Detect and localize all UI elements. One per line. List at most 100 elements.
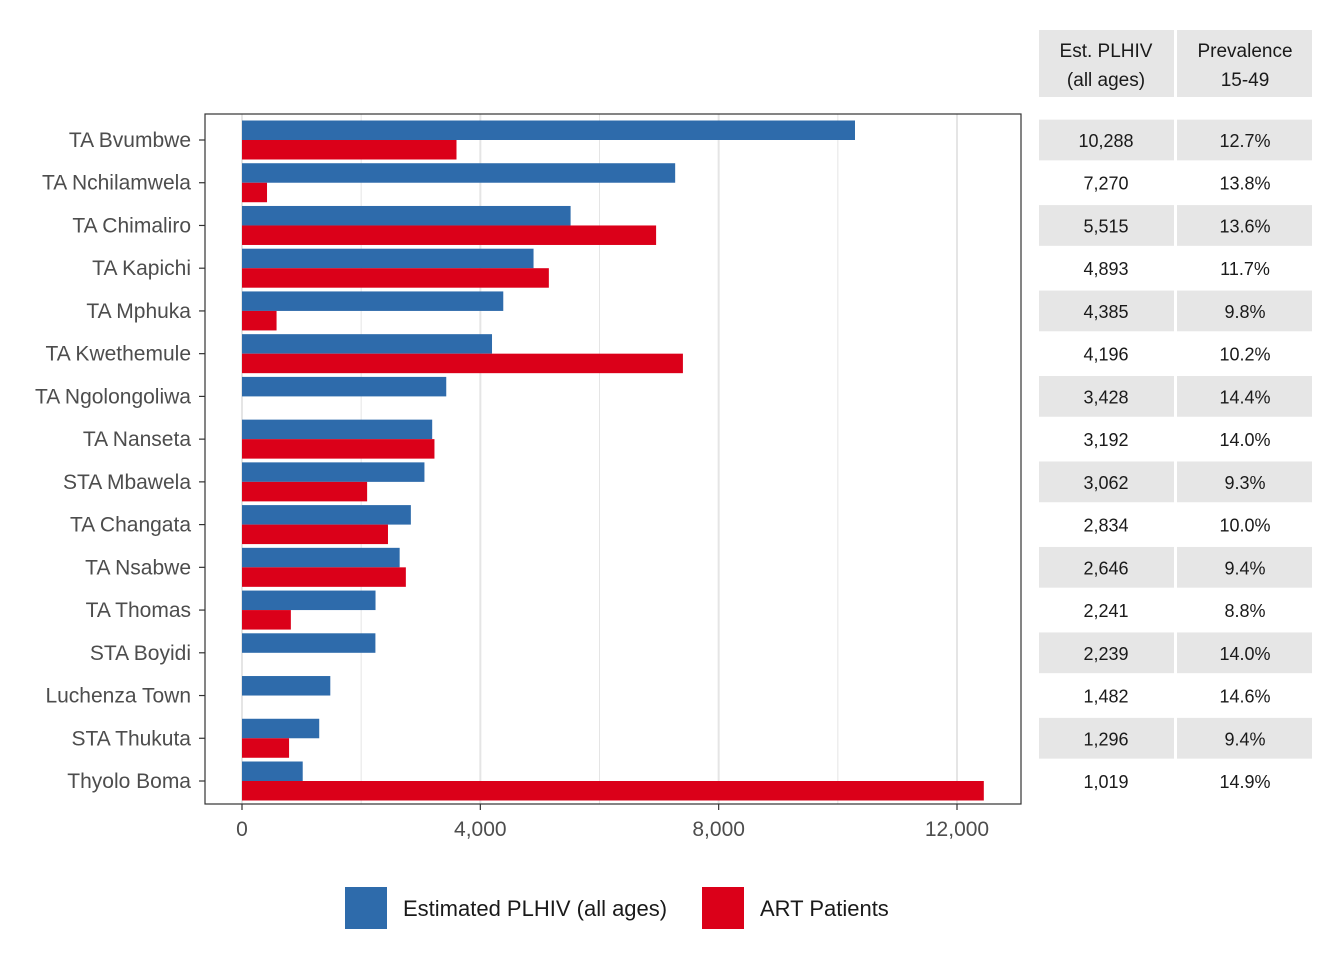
table-cell-plhiv: 2,239 [1083,644,1128,664]
table-cell-plhiv: 3,428 [1083,387,1128,407]
bar-plhiv [242,419,433,440]
panel-border [204,113,1022,805]
table-cell-prevalence: 9.3% [1224,473,1265,493]
x-tick-label: 4,000 [454,818,507,841]
y-tick-label: TA Bvumbwe [69,129,191,152]
bar-art [242,524,388,545]
table-cell-prevalence: 9.4% [1224,729,1265,749]
y-tick-label: TA Ngolongoliwa [35,385,191,408]
legend-label-art: ART Patients [760,896,889,921]
bar-plhiv [242,505,411,525]
bar-plhiv [242,676,331,696]
table-cell-plhiv: 3,062 [1083,473,1128,493]
table-band [1039,632,1174,674]
table-cell-plhiv: 1,296 [1083,729,1128,749]
y-tick-label: STA Thukuta [72,727,192,750]
bar-plhiv [242,205,571,226]
table-cell-prevalence: 14.9% [1219,772,1270,792]
table-cell-plhiv: 4,385 [1083,302,1128,322]
table-band [1039,546,1174,588]
bar-plhiv [242,761,303,781]
legend [345,887,744,929]
y-tick-label: STA Boyidi [90,642,191,665]
table-cell-prevalence: 13.8% [1219,174,1270,194]
y-tick-label: TA Chimaliro [72,214,191,237]
y-tick-label: Thyolo Boma [67,770,191,793]
table-band [1039,290,1174,332]
bar-plhiv [242,291,504,311]
table-cell-plhiv: 2,241 [1083,601,1128,621]
table-band [1039,205,1174,246]
table-cell-plhiv: 5,515 [1083,216,1128,236]
table-band [1177,546,1312,588]
table-cell-prevalence: 11.7% [1220,259,1270,279]
bar-art [242,310,277,331]
y-tick-label: TA Kapichi [92,257,191,280]
y-tick-label: Luchenza Town [45,685,191,708]
bar-plhiv [242,547,400,568]
bar-plhiv [242,163,676,183]
bar-plhiv [242,120,855,140]
table-cell-prevalence: 14.0% [1219,644,1270,664]
table-band [1177,119,1312,161]
table-header-line1: Prevalence [1197,41,1292,62]
x-tick-label: 8,000 [692,818,745,841]
bar-plhiv [242,633,376,653]
table-cell-prevalence: 13.6% [1219,216,1270,236]
table-cell-prevalence: 10.0% [1219,516,1270,536]
table-cell-prevalence: 8.8% [1224,601,1265,621]
bar-art [242,140,457,160]
y-tick-label: TA Nchilamwela [42,172,191,195]
table-band [1177,461,1312,503]
table-header-line2: 15-49 [1221,70,1270,91]
table-cell-plhiv: 10,288 [1078,131,1133,151]
y-tick-label: TA Kwethemule [45,343,191,366]
table-band [1039,119,1174,161]
y-tick-label: STA Mbawela [63,471,191,494]
table-cell-plhiv: 4,893 [1083,259,1128,279]
table-cell-prevalence: 14.6% [1219,687,1270,707]
legend-key-art [702,887,744,929]
table-cell-plhiv: 1,019 [1083,772,1128,792]
bar-art [242,225,657,245]
table-header-line1: Est. PLHIV [1060,41,1153,62]
bar-art [242,567,406,587]
table-cell-prevalence: 14.0% [1219,430,1270,450]
bar-art [242,353,683,374]
table-band [1177,290,1312,332]
bar-art [242,268,549,288]
table-cell-plhiv: 7,270 [1083,174,1128,194]
table-header-cell [1177,30,1312,97]
y-tick-label: TA Nanseta [83,428,191,451]
table-band [1039,461,1174,503]
bar-art [242,738,290,758]
bar-art [242,781,984,801]
table-cell-prevalence: 12.7% [1219,131,1270,151]
bar-plhiv [242,462,425,482]
y-tick-label: TA Changata [70,514,191,537]
table-cell-plhiv: 1,482 [1083,687,1128,707]
bar-plhiv [242,718,320,739]
table-cell-plhiv: 4,196 [1083,345,1128,365]
x-tick-label: 0 [236,818,248,841]
bar-plhiv [242,334,493,354]
table-cell-prevalence: 14.4% [1219,387,1270,407]
table-band [1039,717,1174,759]
table-cell-plhiv: 2,834 [1083,516,1128,536]
bars [242,120,984,801]
table-cell-prevalence: 9.8% [1224,302,1265,322]
bar-art [242,439,435,459]
bar-art [242,182,268,203]
legend-label-plhiv: Estimated PLHIV (all ages) [403,896,667,921]
bar-art [242,610,291,630]
table-header-line2: (all ages) [1067,70,1145,91]
bar-art [242,481,368,502]
bar-plhiv [242,376,447,397]
table-band [1177,205,1312,246]
legend-key-plhiv [345,887,387,929]
table-header-cell [1039,30,1174,97]
table-band [1039,376,1174,417]
table-band [1177,376,1312,417]
table-cell-plhiv: 2,646 [1083,558,1128,578]
